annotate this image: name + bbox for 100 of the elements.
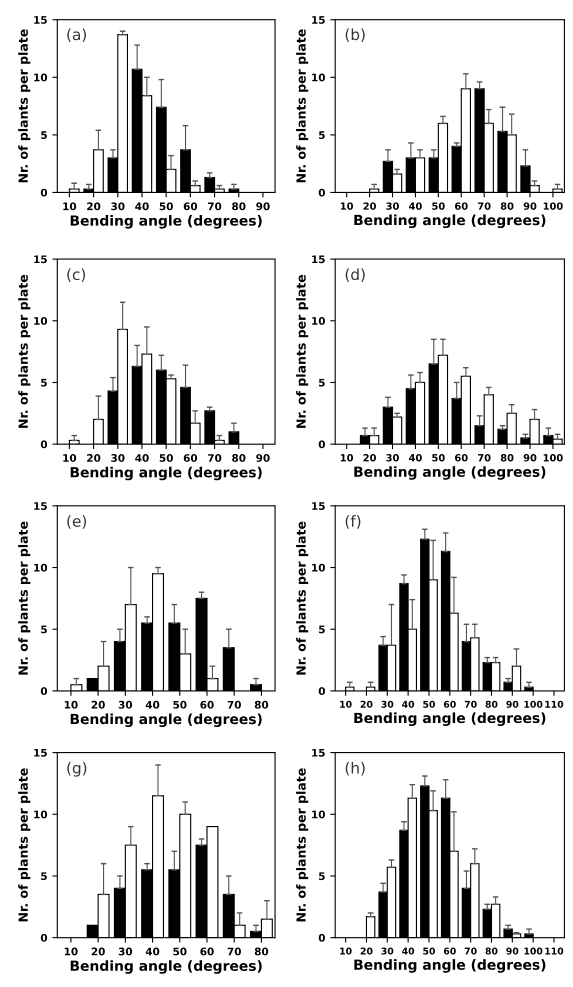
x-tick-label: 20 bbox=[92, 700, 105, 709]
x-tick-label: 30 bbox=[381, 700, 394, 708]
y-axis-title: Nr. of plants per plate bbox=[296, 274, 308, 428]
y-tick-label: 0 bbox=[40, 188, 48, 197]
x-tick-label: 80 bbox=[232, 454, 246, 462]
x-tick-label: 100 bbox=[524, 948, 542, 955]
y-tick-label: 15 bbox=[34, 16, 47, 24]
annotation: (g) bbox=[67, 762, 86, 777]
x-tick-label: 80 bbox=[500, 454, 514, 462]
x-tick-label: 60 bbox=[455, 202, 468, 210]
x-tick-label: 90 bbox=[524, 202, 536, 210]
x-tick-label: 80 bbox=[486, 948, 498, 955]
x-tick-label: 80 bbox=[500, 202, 514, 210]
x-axis-title: Bending angle (degrees) bbox=[354, 959, 546, 973]
x-tick-label: 100 bbox=[544, 202, 563, 210]
x-tick-label: 80 bbox=[254, 700, 268, 709]
x-tick-label: 40 bbox=[146, 700, 160, 709]
y-tick-label: 10 bbox=[34, 317, 48, 325]
x-tick-label: 70 bbox=[228, 700, 241, 709]
x-tick-label: 70 bbox=[208, 454, 222, 462]
x-tick-label: 40 bbox=[135, 454, 149, 462]
y-axis-title: Nr. of plants per plate bbox=[18, 29, 30, 182]
x-tick-label: 10 bbox=[64, 948, 78, 956]
x-tick-label: 10 bbox=[340, 700, 352, 708]
y-tick-label: 5 bbox=[41, 872, 47, 880]
x-tick-label: 100 bbox=[524, 700, 542, 708]
annotation: (d) bbox=[346, 268, 365, 282]
y-tick-label: 0 bbox=[318, 188, 325, 197]
x-tick-label: 30 bbox=[111, 454, 125, 462]
x-tick-label: 20 bbox=[87, 454, 100, 462]
y-tick-label: 0 bbox=[40, 440, 48, 448]
y-tick-label: 5 bbox=[319, 872, 325, 880]
x-tick-label: 10 bbox=[64, 700, 78, 709]
y-tick-label: 10 bbox=[34, 74, 48, 82]
x-tick-label: 60 bbox=[184, 454, 198, 462]
y-tick-label: 0 bbox=[318, 440, 325, 448]
y-tick-label: 15 bbox=[34, 502, 47, 510]
x-tick-label: 90 bbox=[524, 454, 536, 462]
x-tick-label: 10 bbox=[63, 202, 76, 210]
x-tick-label: 70 bbox=[478, 454, 491, 462]
y-tick-label: 10 bbox=[34, 564, 48, 572]
x-tick-label: 110 bbox=[545, 948, 564, 955]
y-tick-label: 15 bbox=[34, 748, 47, 757]
x-axis-title: Bending angle (degrees) bbox=[70, 960, 262, 974]
y-tick-label: 15 bbox=[312, 748, 325, 757]
x-tick-label: 90 bbox=[256, 202, 270, 210]
y-tick-label: 0 bbox=[318, 687, 325, 696]
x-tick-label: 10 bbox=[340, 948, 352, 955]
y-tick-label: 10 bbox=[312, 810, 325, 818]
x-tick-label: 70 bbox=[478, 202, 491, 210]
x-tick-label: 50 bbox=[173, 948, 187, 956]
y-axis-title: Nr. of plants per plate bbox=[296, 768, 308, 922]
annotation: (f) bbox=[346, 515, 360, 529]
x-tick-label: 70 bbox=[228, 948, 241, 956]
y-tick-label: 0 bbox=[318, 934, 325, 942]
y-axis-title: Nr. of plants per plate bbox=[296, 522, 308, 675]
x-tick-label: 50 bbox=[160, 202, 173, 210]
y-tick-label: 0 bbox=[40, 687, 48, 696]
x-tick-label: 30 bbox=[118, 700, 132, 709]
x-tick-label: 90 bbox=[506, 948, 518, 955]
x-tick-label: 20 bbox=[364, 454, 376, 462]
x-tick-label: 60 bbox=[455, 454, 468, 462]
x-tick-label: 40 bbox=[135, 202, 149, 210]
x-axis-title: Bending angle (degrees) bbox=[70, 466, 262, 480]
y-tick-label: 10 bbox=[312, 74, 325, 82]
x-tick-label: 30 bbox=[381, 948, 394, 955]
x-axis-title: Bending angle (degrees) bbox=[70, 713, 262, 728]
y-tick-label: 5 bbox=[41, 131, 47, 139]
annotation: (c) bbox=[67, 268, 86, 282]
x-tick-label: 70 bbox=[464, 948, 477, 955]
y-tick-label: 5 bbox=[41, 626, 47, 634]
annotation: (e) bbox=[67, 515, 86, 529]
x-tick-label: 80 bbox=[486, 700, 498, 708]
y-tick-label: 10 bbox=[312, 564, 325, 572]
y-tick-label: 10 bbox=[312, 317, 325, 325]
x-tick-label: 30 bbox=[111, 202, 125, 210]
x-tick-label: 80 bbox=[232, 202, 246, 210]
x-tick-label: 20 bbox=[87, 202, 100, 210]
x-tick-label: 20 bbox=[360, 948, 372, 955]
x-tick-label: 40 bbox=[409, 202, 422, 210]
x-axis-title: Bending angle (degrees) bbox=[354, 466, 546, 480]
y-axis-title: Nr. of plants per plate bbox=[18, 274, 30, 428]
x-tick-label: 20 bbox=[360, 700, 372, 708]
x-tick-label: 50 bbox=[160, 454, 173, 462]
y-tick-label: 15 bbox=[34, 255, 47, 264]
x-tick-label: 50 bbox=[432, 202, 445, 210]
x-tick-label: 110 bbox=[545, 700, 564, 708]
x-axis-title: Bending angle (degrees) bbox=[70, 215, 262, 229]
x-tick-label: 50 bbox=[432, 454, 445, 462]
y-tick-label: 15 bbox=[312, 502, 325, 510]
x-tick-label: 50 bbox=[423, 948, 435, 955]
x-tick-label: 80 bbox=[254, 948, 268, 956]
x-axis-title: Bending angle (degrees) bbox=[354, 214, 546, 228]
y-axis-title: Nr. of plants per plate bbox=[296, 29, 308, 182]
y-axis-title: Nr. of plants per plate bbox=[18, 768, 30, 922]
annotation: (a) bbox=[67, 28, 86, 42]
y-tick-label: 5 bbox=[41, 378, 47, 387]
x-tick-label: 60 bbox=[184, 202, 198, 210]
x-tick-label: 40 bbox=[402, 948, 414, 955]
x-tick-label: 40 bbox=[146, 948, 160, 956]
